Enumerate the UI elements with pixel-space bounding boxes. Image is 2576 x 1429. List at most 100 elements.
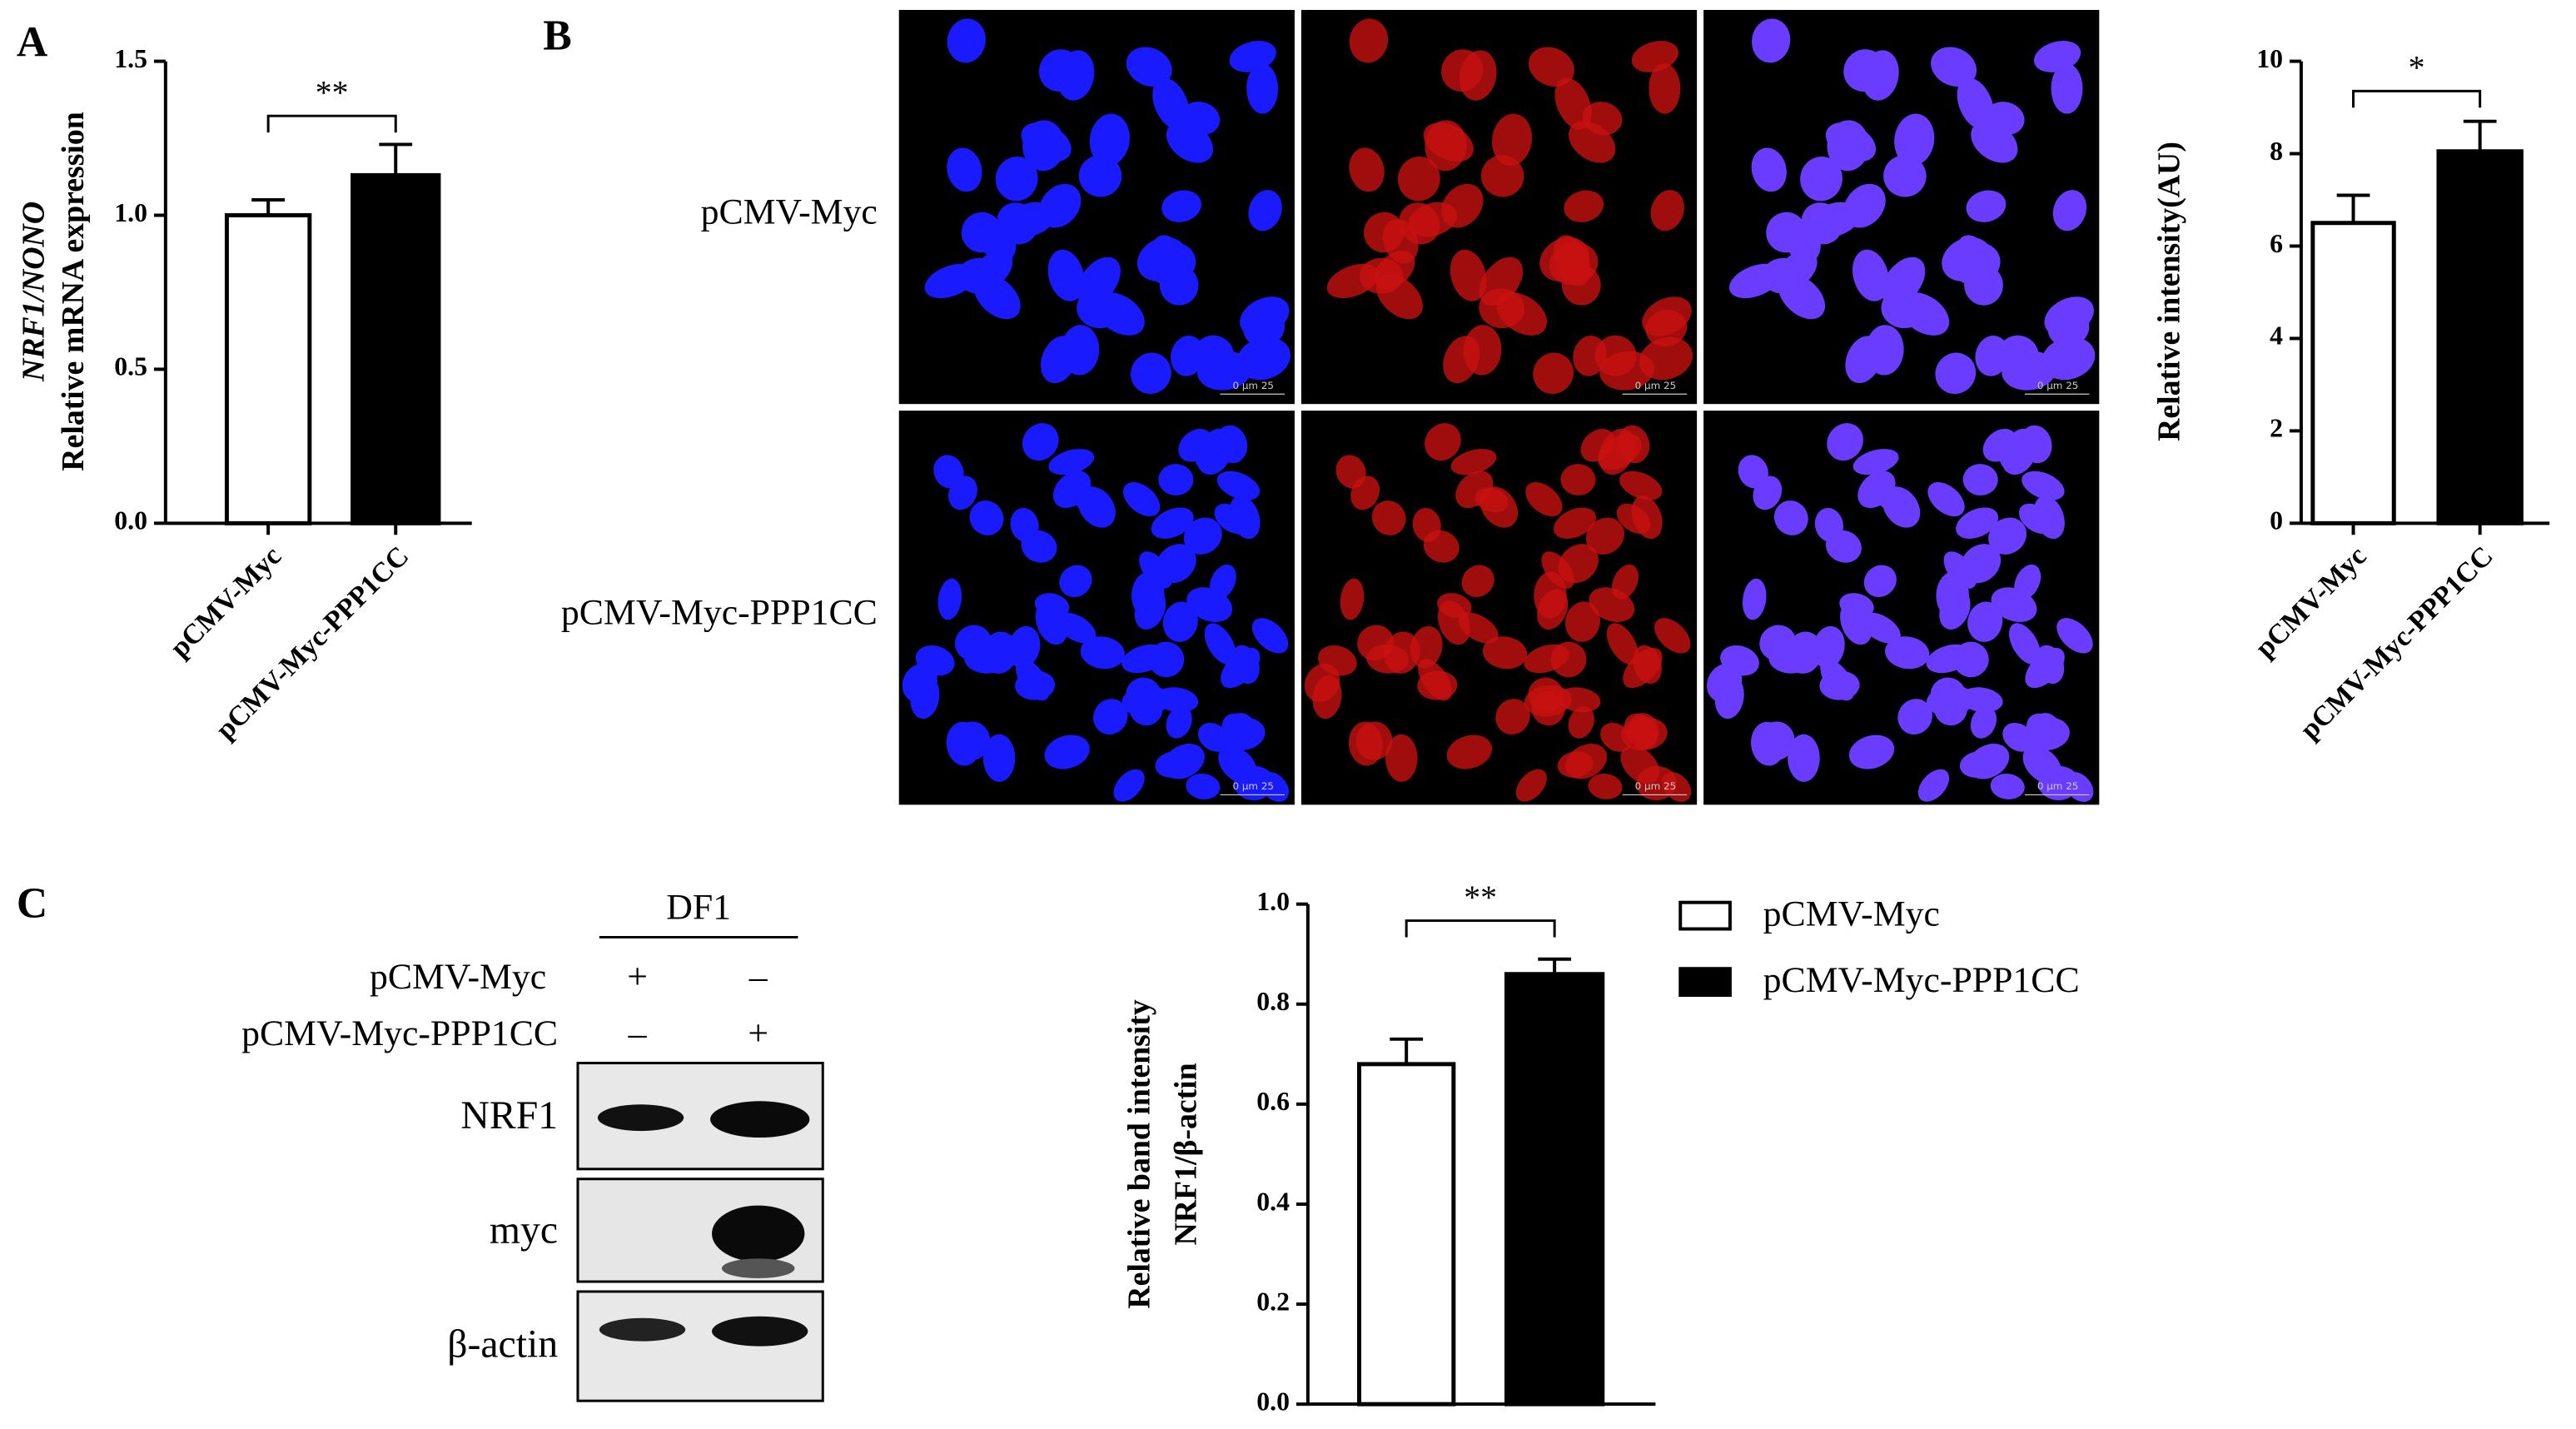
y-tick-label: 0.8 <box>1256 987 1290 1016</box>
nucleus <box>1848 734 1895 769</box>
nucleus <box>1897 699 1932 734</box>
scale-label: 0 μm 25 <box>1635 780 1677 792</box>
nucleus <box>1152 77 1190 130</box>
nucleus <box>2020 425 2052 464</box>
cell-line: DF1 <box>666 888 731 928</box>
nucleus <box>1988 517 2027 555</box>
nucleus <box>1967 601 2003 642</box>
nucleus <box>1758 721 1795 760</box>
nucleus <box>1015 670 1056 700</box>
band-label: NRF1 <box>460 1093 558 1138</box>
nucleus <box>1550 641 1587 678</box>
panel-letter: B <box>543 12 571 60</box>
nucleus <box>1525 482 1563 517</box>
nucleus <box>2051 63 2083 114</box>
significance: ** <box>316 74 349 111</box>
nucleus <box>1990 774 2025 799</box>
nucleus <box>1209 564 1236 600</box>
nucleus <box>1800 156 1842 202</box>
nucleus <box>1035 600 1068 645</box>
nucleus <box>969 500 1004 535</box>
significance: * <box>2409 50 2425 87</box>
nucleus <box>1161 190 1201 222</box>
nucleus <box>1162 744 1205 779</box>
y-axis-label: Relative mRNA expression <box>56 112 91 471</box>
blot-strip <box>576 1290 824 1402</box>
nucleus <box>1349 18 1389 63</box>
nucleus <box>1642 296 1692 336</box>
nucleus <box>1618 425 1650 464</box>
nucleus <box>1927 482 1965 517</box>
nucleus <box>1580 428 1615 462</box>
nucleus <box>957 257 1002 294</box>
y-tick-label: 1.5 <box>114 44 147 73</box>
nucleus <box>995 156 1038 202</box>
nucleus <box>1092 699 1128 734</box>
nucleus <box>953 721 991 760</box>
nucleus <box>1939 589 1971 630</box>
y-tick-label: 1.0 <box>114 198 147 227</box>
nucleus <box>1437 600 1470 645</box>
y-tick-label: 0.0 <box>1256 1387 1290 1416</box>
nucleus <box>1541 551 1574 589</box>
nucleus <box>1863 565 1897 598</box>
y-tick-label: 4 <box>2270 321 2283 351</box>
y-tick-label: 0.6 <box>1256 1087 1290 1116</box>
nucleus <box>1162 601 1198 642</box>
nucleus <box>1586 517 1624 555</box>
row-label: pCMV-Myc <box>701 192 878 232</box>
nucleus <box>1539 237 1589 281</box>
nucleus <box>1123 482 1161 517</box>
nucleus <box>997 202 1038 245</box>
nucleus <box>1560 464 1596 495</box>
error-bar <box>251 198 286 216</box>
nucleus <box>2018 503 2053 535</box>
nucleus <box>1425 120 1467 172</box>
panel-letter: A <box>17 19 47 67</box>
significance: ** <box>1464 879 1497 916</box>
nucleus <box>1197 351 1252 391</box>
nucleus <box>1966 190 2007 222</box>
nucleus <box>1233 765 1275 801</box>
nucleus <box>1246 63 1279 114</box>
nucleus <box>1461 565 1494 598</box>
y-tick-label: 10 <box>2256 44 2283 73</box>
nucleus <box>1197 722 1230 752</box>
nucleus <box>1495 699 1530 734</box>
nucleus <box>982 734 1016 782</box>
y-axis-label: NRF1/NONO <box>16 202 51 382</box>
nucleus <box>1425 423 1461 461</box>
nucleus <box>1957 77 1994 130</box>
nucleus <box>1166 705 1192 739</box>
nucleus <box>1080 636 1125 670</box>
nucleus <box>1226 713 1257 749</box>
nucleus <box>947 147 982 192</box>
nucleus <box>2052 190 2087 232</box>
condition-label: pCMV-Myc <box>370 957 546 997</box>
nuclei <box>1707 423 2094 802</box>
nucleus <box>1768 644 1812 674</box>
nucleus <box>1935 352 1977 395</box>
nuclei <box>1728 18 2096 395</box>
nucleus <box>1126 677 1161 713</box>
nucleus <box>1397 156 1440 202</box>
nucleus <box>1742 578 1767 620</box>
nucleus <box>933 455 964 489</box>
bar <box>1357 1062 1456 1407</box>
nucleus <box>1044 734 1090 769</box>
nucleus <box>1151 507 1194 539</box>
condition-label: pCMV-Myc-PPP1CC <box>241 1013 558 1053</box>
nucleus <box>1827 120 1870 172</box>
y-tick-label: 8 <box>2270 137 2283 166</box>
y-tick-label: 0.0 <box>114 506 147 535</box>
nucleus <box>1089 113 1130 166</box>
nucleus <box>1616 503 1651 535</box>
scale-label: 0 μm 25 <box>2037 380 2079 391</box>
nuclei <box>1304 423 1692 802</box>
bar <box>351 172 441 525</box>
row-label: pCMV-Myc-PPP1CC <box>561 593 878 633</box>
error-bar <box>379 142 413 176</box>
nucleus <box>1399 202 1440 245</box>
nucleus <box>1819 670 1860 700</box>
nucleus <box>1773 500 1808 535</box>
